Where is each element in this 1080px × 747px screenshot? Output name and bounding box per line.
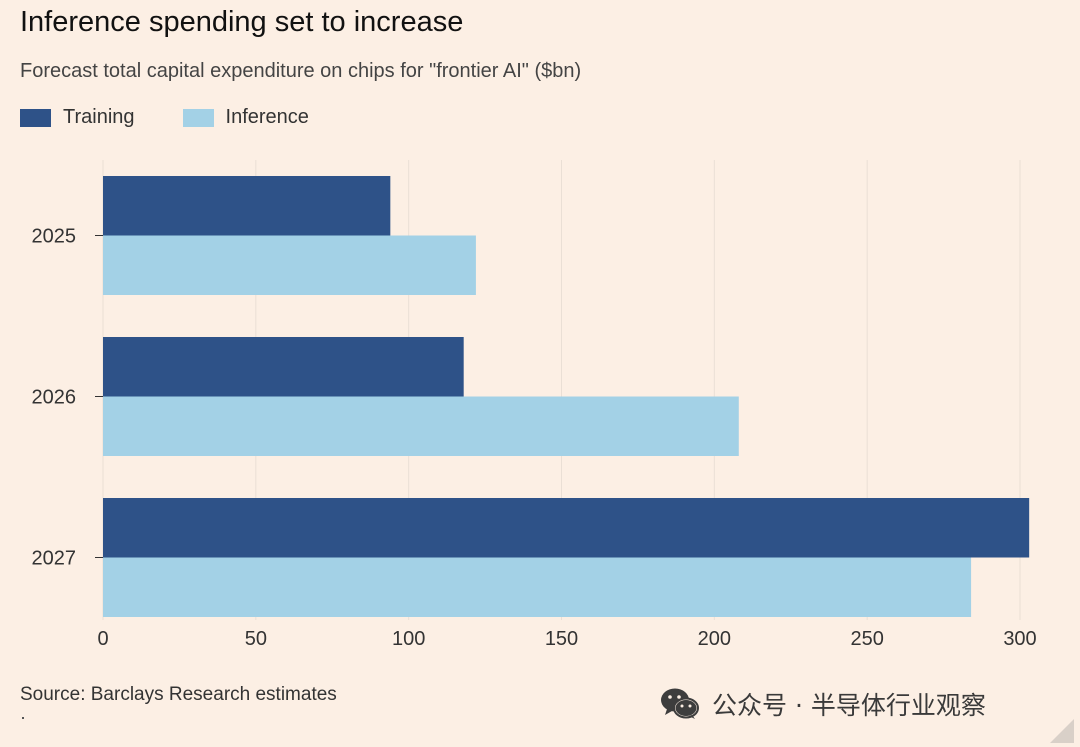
legend-label-training: Training bbox=[63, 106, 135, 128]
watermark: 公众号 · 半导体行业观察 bbox=[660, 686, 986, 722]
bar-inference-2027 bbox=[103, 557, 972, 617]
decorative-dot bbox=[22, 717, 24, 719]
x-tick-label-150: 150 bbox=[545, 628, 578, 650]
x-tick-label-200: 200 bbox=[698, 628, 731, 650]
bar-training-2027 bbox=[103, 498, 1030, 558]
legend: Training Inference bbox=[20, 106, 357, 129]
watermark-text: 公众号 · 半导体行业观察 bbox=[712, 691, 986, 720]
corner-fold-icon bbox=[1050, 719, 1074, 743]
source-note: Source: Barclays Research estimates bbox=[20, 684, 337, 705]
x-tick-label-50: 50 bbox=[245, 628, 267, 650]
x-tick-label-300: 300 bbox=[1003, 628, 1036, 650]
bar-inference-2025 bbox=[103, 235, 476, 295]
legend-swatch-training bbox=[20, 108, 51, 127]
wechat-icon bbox=[661, 688, 699, 719]
x-tick-label-100: 100 bbox=[392, 628, 425, 650]
bar-inference-2026 bbox=[103, 396, 739, 456]
y-tick-label-2026: 2026 bbox=[32, 387, 77, 409]
y-tick-label-2027: 2027 bbox=[32, 548, 77, 570]
legend-swatch-inference bbox=[182, 108, 214, 127]
bar-training-2025 bbox=[103, 176, 391, 236]
y-tick-label-2025: 2025 bbox=[32, 226, 77, 248]
legend-item-inference: Inference bbox=[182, 106, 309, 129]
bar-training-2026 bbox=[103, 337, 464, 397]
x-tick-label-250: 250 bbox=[850, 628, 883, 650]
bar-chart: 2025 2026 2027 0 50 100 150 200 250 300 bbox=[32, 160, 1037, 650]
legend-item-training: Training bbox=[20, 106, 135, 129]
chart-subtitle: Forecast total capital expenditure on ch… bbox=[20, 60, 582, 82]
chart-title: Inference spending set to increase bbox=[20, 6, 464, 38]
legend-label-inference: Inference bbox=[225, 106, 309, 128]
x-tick-label-0: 0 bbox=[97, 628, 108, 650]
